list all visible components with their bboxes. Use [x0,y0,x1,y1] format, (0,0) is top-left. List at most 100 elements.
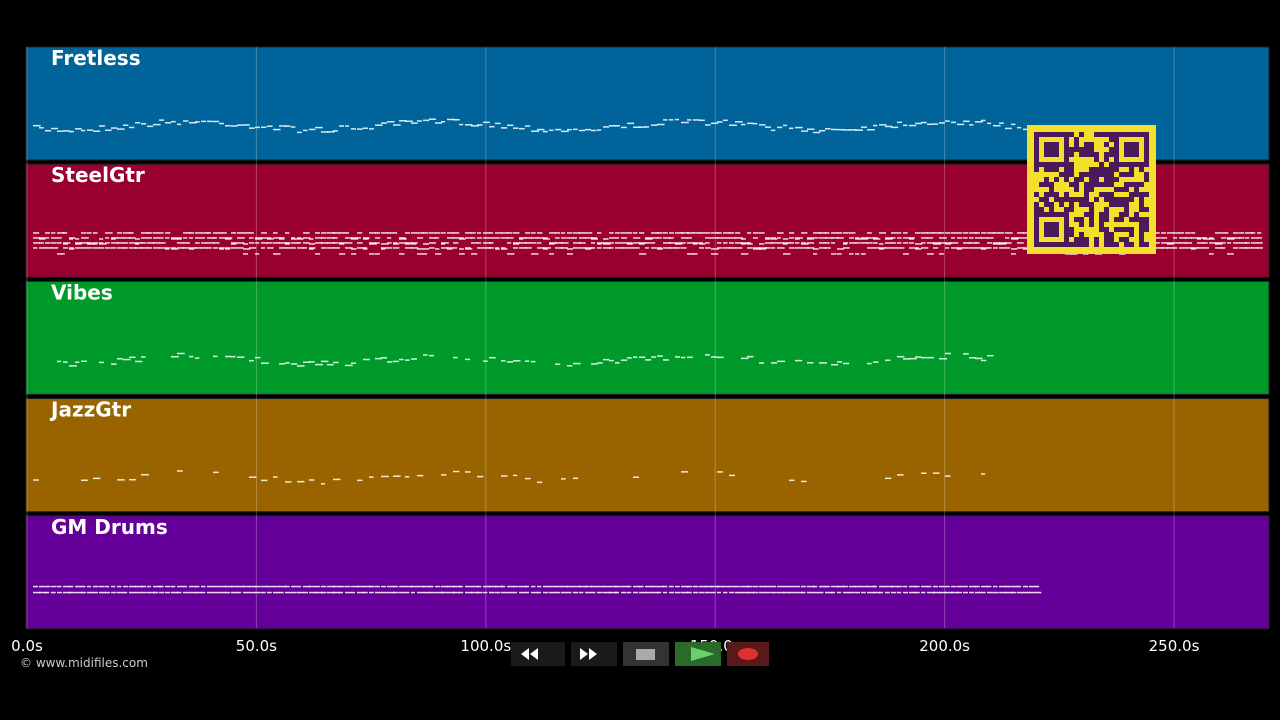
qr-cell [1064,167,1069,172]
note [783,591,790,594]
note [177,237,182,239]
note [753,585,759,588]
qr-cell [1089,142,1094,147]
note [291,363,298,365]
note [111,238,116,240]
controls [511,642,769,666]
note [279,125,287,127]
note [129,126,135,129]
note [597,232,602,234]
note [399,253,405,255]
note [399,358,404,361]
note [777,247,785,249]
note [117,591,124,594]
note [327,363,334,366]
note [903,253,909,255]
qr-cell [1124,132,1129,137]
note [885,359,891,362]
note [903,591,909,594]
note [657,123,665,126]
qr-cell [1144,207,1149,212]
note [129,356,136,359]
play-icon [691,647,715,661]
note [789,242,795,244]
note [741,591,748,594]
note [309,591,317,594]
note [519,242,527,244]
note [627,585,632,588]
qr-cell [1034,207,1039,212]
note [627,591,632,594]
note [933,585,939,588]
note [1167,243,1174,245]
note [1233,247,1239,249]
note [531,585,536,588]
note [369,476,374,478]
note [999,232,1005,234]
note [351,362,357,364]
qr-cell [1039,182,1044,187]
note [813,237,819,239]
note [69,237,76,239]
note [819,591,824,594]
qr-cell [1034,237,1039,242]
note [711,248,719,250]
note [975,591,982,594]
qr-cell [1064,212,1069,217]
note [963,237,968,239]
note [1173,237,1178,239]
qr-cell [1054,152,1059,157]
note [369,253,375,255]
note [333,478,341,481]
note [399,237,406,239]
note [741,242,749,244]
note [489,585,497,588]
qr-cell [1074,237,1079,242]
note [111,247,117,249]
note [57,360,62,363]
note [321,237,327,239]
note [993,124,1001,127]
note [693,232,700,234]
note [969,242,977,244]
note [213,237,218,239]
note [153,585,161,588]
note [573,128,578,131]
note [807,238,814,240]
note [309,243,316,245]
note [513,232,520,234]
note [993,232,1000,234]
qr-cell [1124,227,1129,232]
note [483,121,490,124]
qr-cell [1144,147,1149,152]
note [279,363,286,365]
qr-cell [1134,212,1139,217]
note [651,585,658,588]
note [483,232,490,234]
note [765,238,771,240]
note [135,247,143,249]
note [783,585,790,588]
note [297,365,305,367]
qr-cell [1054,167,1059,172]
note [705,247,711,249]
note [351,585,359,588]
note [387,361,393,363]
note [969,357,977,359]
note [351,238,359,240]
note [459,123,464,126]
note [693,591,699,594]
note [129,591,136,594]
note [927,232,934,234]
note [363,585,371,588]
note [843,232,849,234]
qr-cell [1109,182,1114,187]
note [321,131,329,133]
note [807,362,814,364]
note [1239,237,1245,239]
note [741,253,749,255]
note [639,243,645,245]
note [537,247,545,249]
note [489,125,495,128]
note [897,591,902,594]
